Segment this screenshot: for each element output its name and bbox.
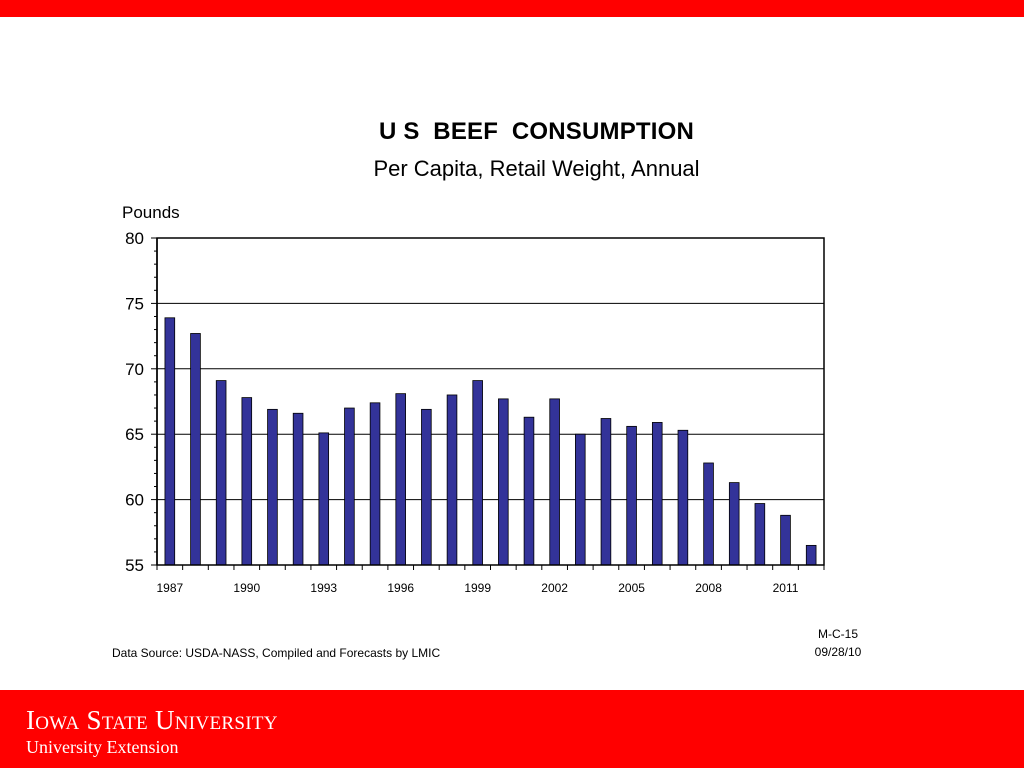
chart-code: M-C-15 bbox=[817, 627, 858, 641]
y-tick-label: 70 bbox=[125, 360, 144, 379]
bar-1999 bbox=[472, 380, 483, 566]
x-tick-label: 2002 bbox=[541, 581, 568, 595]
y-tick-label: 80 bbox=[125, 229, 144, 248]
x-tick-label: 1999 bbox=[464, 581, 491, 595]
bar-1992 bbox=[292, 412, 304, 566]
x-tick-label: 2011 bbox=[773, 581, 799, 595]
bar-2004 bbox=[600, 418, 612, 566]
y-tick-label: 60 bbox=[125, 491, 144, 510]
y-tick-label: 65 bbox=[125, 425, 144, 444]
grid-lines bbox=[157, 302, 824, 501]
bar-1998 bbox=[446, 394, 458, 566]
bar-2008 bbox=[703, 462, 714, 566]
y-axis-label: Pounds bbox=[122, 203, 180, 222]
bar-chart: Pounds 55 60 65 70 75 80 1987 1990 1993 1996 1999… bbox=[122, 203, 825, 595]
x-tick-label: 2005 bbox=[618, 581, 645, 595]
bar-1993 bbox=[318, 432, 330, 566]
extension-wordmark[interactable]: University Extension bbox=[26, 737, 179, 757]
y-tick-label: 75 bbox=[125, 294, 144, 313]
x-tick-label: 1996 bbox=[387, 581, 414, 595]
bar-2000 bbox=[498, 398, 509, 566]
bar-2003 bbox=[575, 433, 586, 566]
x-tick-label: 1993 bbox=[310, 581, 337, 595]
bar-2011 bbox=[780, 514, 791, 566]
top-red-band bbox=[0, 0, 1024, 17]
bar-1990 bbox=[241, 397, 253, 566]
bar-2006 bbox=[651, 422, 663, 566]
chart-code-block: M-C-15 09/28/10 bbox=[790, 625, 886, 661]
y-axis: 55 60 65 70 75 80 bbox=[125, 229, 158, 575]
bar-2007 bbox=[677, 429, 689, 566]
y-tick-label: 55 bbox=[125, 556, 144, 575]
x-tick-label: 1987 bbox=[156, 581, 183, 595]
bar-1991 bbox=[267, 408, 278, 566]
bar-2012 bbox=[805, 544, 817, 566]
bar-1996 bbox=[395, 393, 406, 566]
bar-1988 bbox=[190, 333, 201, 566]
bar-1987 bbox=[164, 317, 176, 566]
chart-subtitle: Per Capita, Retail Weight, Annual bbox=[373, 156, 700, 181]
bar-1997 bbox=[421, 408, 432, 566]
bar-1995 bbox=[369, 402, 381, 566]
bar-2010 bbox=[754, 503, 766, 566]
chart-title: U S BEEF CONSUMPTION bbox=[378, 118, 695, 145]
bar-2002 bbox=[549, 398, 560, 566]
bar-2005 bbox=[626, 425, 637, 566]
bar-1989 bbox=[215, 380, 227, 566]
bar-2009 bbox=[728, 482, 740, 566]
bar-2001 bbox=[523, 416, 535, 566]
university-wordmark[interactable]: Iowa State University bbox=[26, 705, 278, 735]
footer-red-band bbox=[0, 690, 1024, 768]
x-tick-label: 1990 bbox=[233, 581, 260, 595]
plot-frame bbox=[156, 237, 825, 566]
data-source-note: Data Source: USDA-NASS, Compiled and For… bbox=[112, 646, 441, 660]
chart-date: 09/28/10 bbox=[814, 645, 862, 659]
x-tick-label: 2008 bbox=[695, 581, 722, 595]
bar-1994 bbox=[344, 407, 355, 566]
bars bbox=[164, 317, 817, 566]
x-axis: 1987 1990 1993 1996 1999 2002 2005 2008 2011 bbox=[156, 565, 825, 595]
